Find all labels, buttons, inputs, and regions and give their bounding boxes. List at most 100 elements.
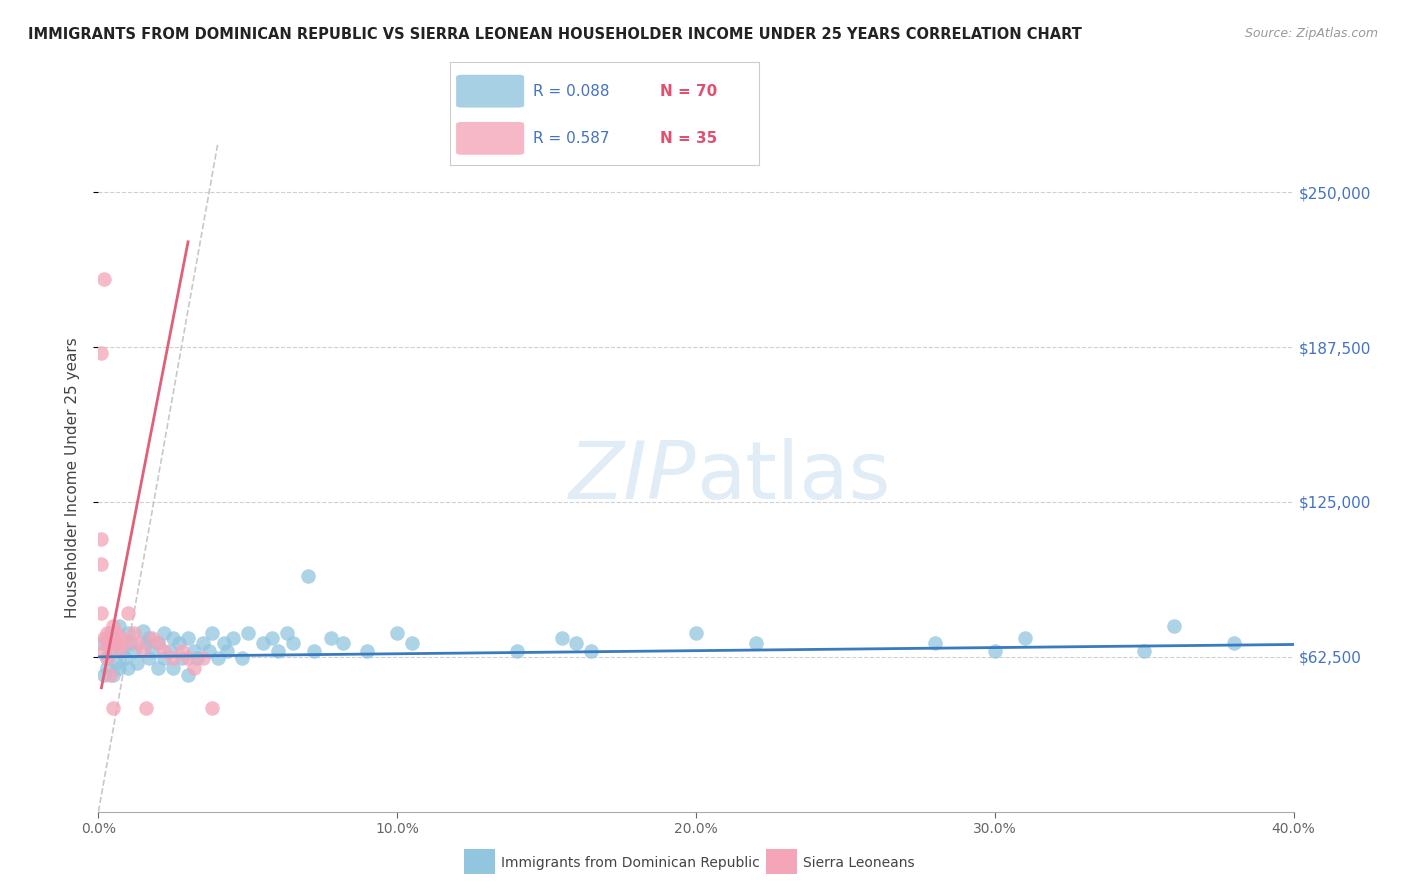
Text: N = 35: N = 35 [661,131,717,146]
Point [93,632,115,646]
Text: Sierra Leoneans: Sierra Leoneans [803,856,914,871]
Point [90,532,112,546]
Point [153,651,176,665]
FancyBboxPatch shape [456,122,524,155]
Text: N = 70: N = 70 [661,84,717,99]
Point [93,643,115,657]
Point [565,636,588,650]
Point [127,636,149,650]
FancyBboxPatch shape [456,75,524,108]
Point [120,636,142,650]
Point [127,656,149,670]
Point [100,626,122,640]
Point [201,700,224,714]
Point [108,643,131,657]
Text: R = 0.088: R = 0.088 [533,84,610,99]
Point [135,700,157,714]
Point [138,651,160,665]
Point [135,636,157,650]
Point [124,626,146,640]
Point [321,632,343,646]
Point [506,643,529,657]
Point [356,643,378,657]
Point [177,651,200,665]
Point [745,636,768,650]
Point [138,632,160,646]
Point [183,661,205,675]
Point [281,636,304,650]
Point [93,272,115,286]
Point [114,651,136,665]
Point [103,632,125,646]
Point [105,626,128,640]
Point [984,643,1007,657]
Point [100,632,122,646]
Point [148,661,170,675]
Point [141,643,163,657]
Point [105,636,128,650]
Point [332,636,354,650]
Point [252,636,274,650]
Point [124,643,146,657]
Point [105,656,128,670]
Point [1163,619,1185,633]
Point [260,632,283,646]
Point [162,632,184,646]
Point [177,632,200,646]
Point [153,626,176,640]
Point [111,632,134,646]
Point [191,636,214,650]
Point [90,636,112,650]
Point [96,626,118,640]
Text: Source: ZipAtlas.com: Source: ZipAtlas.com [1244,27,1378,40]
Point [162,661,184,675]
Point [93,668,115,682]
Point [117,626,139,640]
Point [1014,632,1036,646]
Point [148,636,170,650]
Point [96,651,118,665]
Text: IMMIGRANTS FROM DOMINICAN REPUBLIC VS SIERRA LEONEAN HOUSEHOLDER INCOME UNDER 25: IMMIGRANTS FROM DOMINICAN REPUBLIC VS SI… [28,27,1083,42]
Text: R = 0.587: R = 0.587 [533,131,610,146]
Text: Immigrants from Dominican Republic: Immigrants from Dominican Republic [501,856,759,871]
Point [172,651,194,665]
Point [100,668,122,682]
Point [222,632,245,646]
Point [191,651,214,665]
Point [100,636,122,650]
Text: atlas: atlas [696,438,890,516]
Point [103,619,125,633]
Point [685,626,707,640]
Point [117,661,139,675]
Point [183,643,205,657]
Point [231,651,253,665]
Point [148,636,170,650]
Point [100,643,122,657]
Point [162,651,184,665]
Point [105,636,128,650]
Point [1133,643,1156,657]
Point [103,668,125,682]
Point [96,661,118,675]
Point [108,619,131,633]
Point [132,643,155,657]
Point [117,607,139,621]
Point [90,557,112,571]
Point [114,636,136,650]
Point [297,569,319,583]
Point [90,346,112,360]
Point [111,643,134,657]
Point [550,632,572,646]
Text: ZIP: ZIP [568,438,696,516]
Point [236,626,259,640]
Point [401,636,423,650]
Point [198,643,221,657]
Point [1223,636,1246,650]
Point [186,651,208,665]
Point [141,632,163,646]
Y-axis label: Householder Income Under 25 years: Householder Income Under 25 years [65,337,80,617]
Point [581,643,603,657]
Point [96,636,118,650]
Point [90,607,112,621]
Point [103,636,125,650]
